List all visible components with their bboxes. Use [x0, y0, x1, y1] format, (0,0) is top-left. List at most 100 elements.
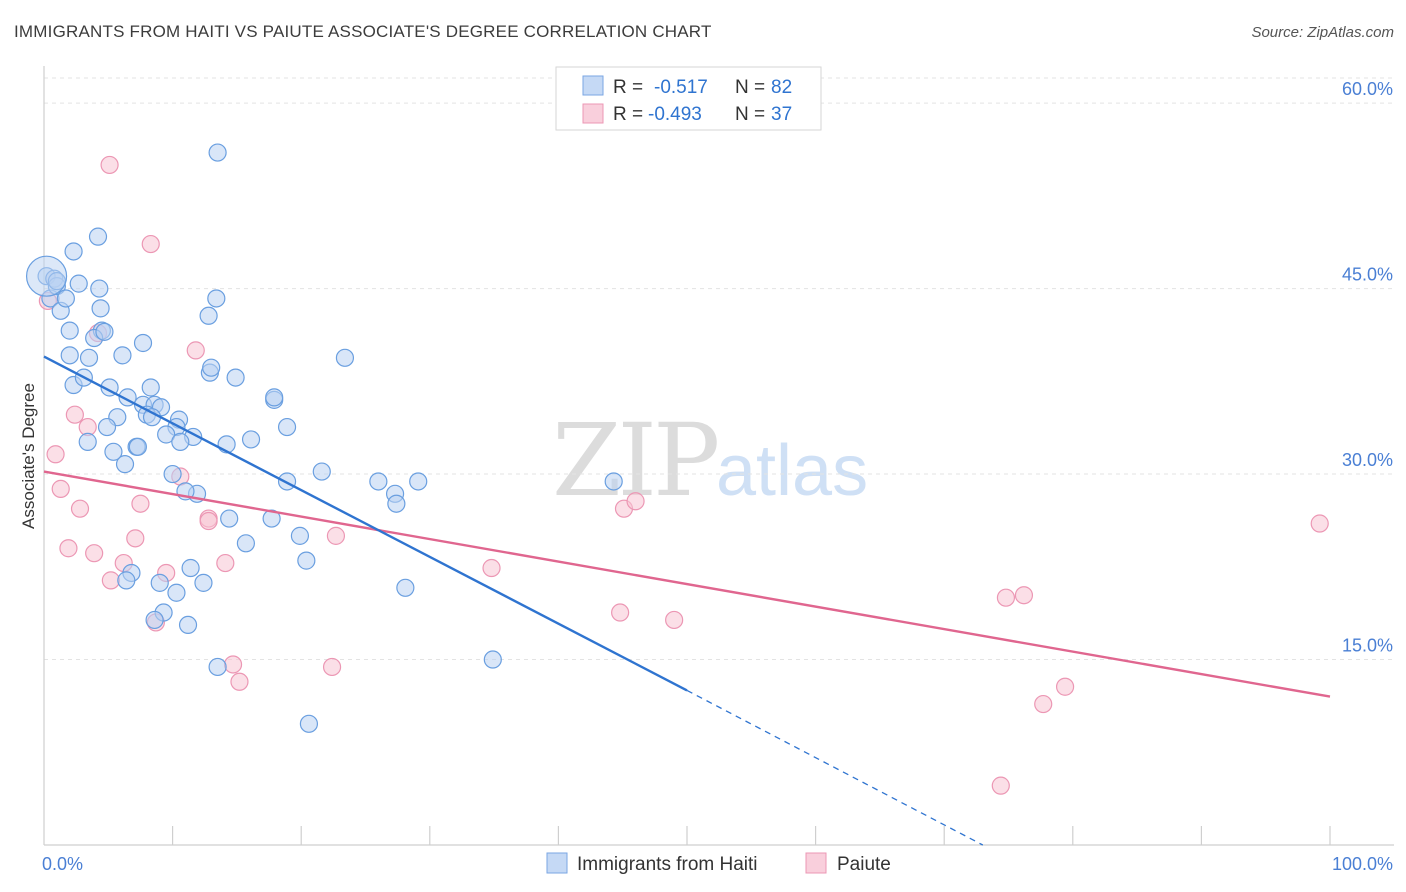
point-paiute — [65, 405, 84, 424]
point-haiti — [178, 615, 198, 635]
point-paiute — [1310, 514, 1329, 533]
point-paiute — [996, 588, 1016, 607]
point-haiti — [145, 610, 164, 630]
watermark-atlas: atlas — [716, 431, 869, 511]
point-paiute — [1034, 694, 1053, 714]
legend-bottom-label-haiti: Immigrants from Haiti — [577, 854, 758, 875]
legend-r-label-2: R = — [613, 104, 643, 125]
legend-n-value-2: 37 — [771, 104, 792, 125]
trendline-haiti-extension — [686, 689, 984, 846]
legend-bottom-swatch-haiti — [546, 852, 568, 874]
y-tick-label: 60.0% — [1342, 79, 1393, 99]
series-haiti-points — [25, 143, 623, 733]
point-haiti — [150, 573, 169, 592]
trendline-paiute — [43, 470, 1331, 698]
source-label: Source: ZipAtlas.com — [1251, 24, 1394, 41]
legend-swatch-paiute — [582, 103, 604, 124]
point-paiute — [131, 494, 150, 513]
point-haiti — [290, 526, 310, 545]
gridlines — [44, 77, 1394, 661]
x-ticks — [172, 826, 1331, 845]
point-haiti — [207, 289, 226, 308]
point-haiti — [396, 578, 415, 597]
point-haiti — [208, 143, 227, 162]
point-haiti — [104, 442, 123, 461]
point-paiute — [141, 234, 160, 254]
y-tick-label: 15.0% — [1342, 636, 1393, 656]
legend-bottom-swatch-paiute — [805, 852, 827, 874]
trendline-haiti — [43, 355, 688, 692]
point-haiti — [297, 551, 316, 570]
point-paiute — [186, 341, 205, 360]
point-paiute — [326, 526, 346, 545]
point-haiti — [56, 289, 75, 308]
point-haiti — [133, 333, 153, 353]
point-haiti — [236, 534, 256, 553]
point-haiti — [117, 571, 136, 590]
point-haiti — [202, 358, 221, 377]
legend-top: R = -0.517 N = 82 R = -0.493 N = 37 — [555, 66, 822, 131]
point-paiute — [482, 558, 501, 578]
point-haiti — [226, 368, 245, 387]
point-paiute — [46, 445, 65, 464]
y-tick-label: 30.0% — [1342, 450, 1393, 470]
point-haiti — [128, 437, 147, 456]
point-paiute — [230, 672, 249, 691]
point-paiute — [59, 539, 78, 558]
legend-n-label-1: N = — [735, 77, 765, 98]
legend-bottom-label-paiute: Paiute — [837, 854, 891, 875]
point-haiti — [312, 462, 331, 481]
point-paiute — [101, 571, 120, 590]
point-paiute — [611, 603, 630, 622]
axes — [43, 66, 1394, 846]
x-tick-label-max: 100.0% — [1332, 854, 1393, 874]
point-haiti — [88, 227, 108, 246]
point-haiti — [220, 509, 239, 528]
point-haiti — [64, 242, 83, 261]
point-haiti — [60, 346, 79, 365]
series-paiute-points — [38, 155, 1329, 795]
point-haiti — [115, 455, 135, 474]
point-haiti — [113, 346, 132, 365]
point-haiti — [277, 417, 297, 437]
y-axis-title: Associate's Degree — [19, 383, 38, 529]
point-haiti — [141, 378, 160, 397]
point-paiute — [223, 655, 243, 674]
point-paiute — [1055, 677, 1075, 696]
point-haiti — [604, 472, 623, 491]
point-paiute — [100, 155, 119, 175]
x-tick-label-min: 0.0% — [42, 854, 83, 874]
point-paiute — [1014, 586, 1034, 605]
point-haiti — [241, 430, 261, 449]
legend-n-label-2: N = — [735, 104, 765, 125]
point-paiute — [51, 479, 70, 498]
legend-swatch-haiti — [582, 75, 604, 96]
point-paiute — [85, 544, 104, 563]
point-haiti — [95, 322, 114, 341]
point-haiti — [199, 306, 218, 325]
point-haiti — [409, 472, 428, 491]
point-haiti — [90, 279, 109, 298]
point-haiti — [208, 657, 227, 677]
point-haiti — [265, 388, 284, 407]
point-haiti — [181, 558, 200, 578]
point-haiti — [262, 509, 281, 528]
point-paiute — [626, 492, 645, 511]
point-haiti — [299, 714, 319, 733]
legend-bottom: Immigrants from Haiti Paiute — [546, 852, 891, 875]
point-haiti — [97, 417, 117, 437]
point-haiti — [69, 274, 88, 293]
point-paiute — [665, 610, 684, 630]
legend-n-value-1: 82 — [771, 77, 792, 98]
point-haiti — [483, 650, 502, 669]
point-paiute — [991, 776, 1010, 795]
point-paiute — [322, 657, 342, 677]
point-haiti — [171, 432, 190, 451]
point-haiti — [194, 573, 213, 592]
legend-r-value-2: -0.493 — [648, 104, 702, 125]
point-paiute — [199, 511, 218, 531]
point-paiute — [70, 499, 90, 518]
trend-lines — [43, 355, 1331, 846]
point-haiti — [369, 472, 388, 491]
